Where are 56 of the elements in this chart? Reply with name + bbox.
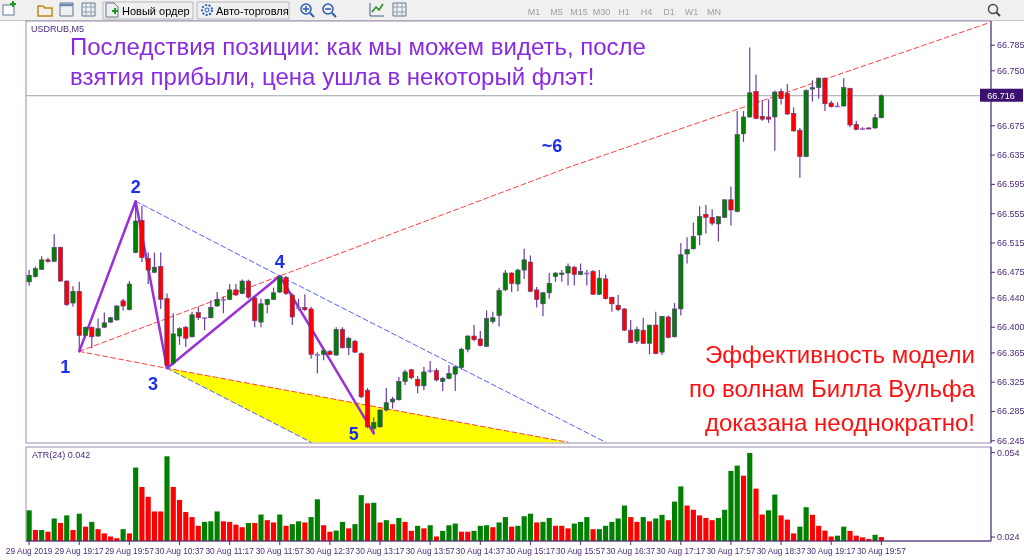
y-tick-label: 66.635 [997,150,1024,161]
x-tick-label: 30 Aug 17:17 [656,546,706,556]
x-tick-label: 30 Aug 19:57 [856,546,907,556]
x-tick-label: 30 Aug 15:17 [505,546,556,556]
x-tick-label: 30 Aug 11:57 [255,546,305,556]
text: H4 [640,7,653,17]
text: M15 [570,7,588,17]
text: M5 [550,7,563,17]
y-tick-label: 66.750 [997,65,1024,76]
x-tick-label: 29 Aug 2019 [5,546,53,556]
y-tick-label: 66.675 [997,120,1024,131]
ref-line-label: 66.716 [987,90,1015,101]
y-tick-label: 66.245 [997,435,1024,446]
chart-title: ATR(24) 0.042 [32,450,91,460]
y-tick-label: 66.440 [997,292,1024,303]
text: H1 [618,7,630,17]
y-tick-label: 66.285 [997,406,1024,417]
x-tick-label: 30 Aug 13:17 [355,546,405,556]
x-tick-label: 30 Aug 18:37 [756,546,806,556]
x-tick-label: 30 Aug 11:17 [205,546,255,556]
x-tick-label: 29 Aug 19:57 [104,546,155,556]
text: Последствия позиции: как мы можем видеть, после взятия прибыли, цена ушла в некоторый флэт! [70,33,646,90]
text: M30 [592,7,611,17]
x-tick-label: 30 Aug 16:37 [606,546,656,556]
text: M1 [527,7,541,17]
y-tick-label: 66.595 [997,179,1024,190]
annotation: 2 [130,177,141,198]
y-tick-label: 66.475 [997,267,1024,278]
x-tick-label: 29 Aug 19:17 [54,546,105,556]
y-tick-label: 66.785 [997,40,1024,51]
y-tick-label: 66.400 [997,322,1024,333]
x-tick-label: 30 Aug 17:57 [706,546,756,556]
y-tick-label: 66.515 [997,237,1024,248]
annotation: 5 [348,424,359,444]
y-tick-label: 66.325 [997,377,1024,388]
text: W1 [684,7,699,17]
x-tick-label: 30 Aug 14:37 [455,546,506,556]
annotation: 3 [147,374,158,395]
x-tick-label: 30 Aug 10:37 [155,546,205,556]
y-tick-label: 0.054 [997,447,1020,458]
text: Авто-торговля [216,5,289,17]
y-tick-label: 66.555 [997,208,1024,219]
text: Новый ордер [122,5,190,17]
annotation: 4 [274,251,285,272]
chart-subtitle: USDRUB,M5 [31,24,85,34]
annotation: Эффективность модели по волнам Билла Вульфа доказана неоднократно! [688,341,976,436]
annotation: ~6 [541,135,563,156]
text: MN [707,7,721,17]
text: D1 [663,7,675,17]
x-tick-label: 30 Aug 19:17 [806,546,857,556]
annotation: 1 [60,357,71,378]
x-tick-label: 30 Aug 13:57 [405,546,456,556]
x-tick-label: 30 Aug 15:57 [556,546,606,556]
y-tick-label: 66.365 [997,347,1024,358]
y-tick-label: 0.024 [997,532,1020,543]
x-tick-label: 30 Aug 12:37 [305,546,355,556]
